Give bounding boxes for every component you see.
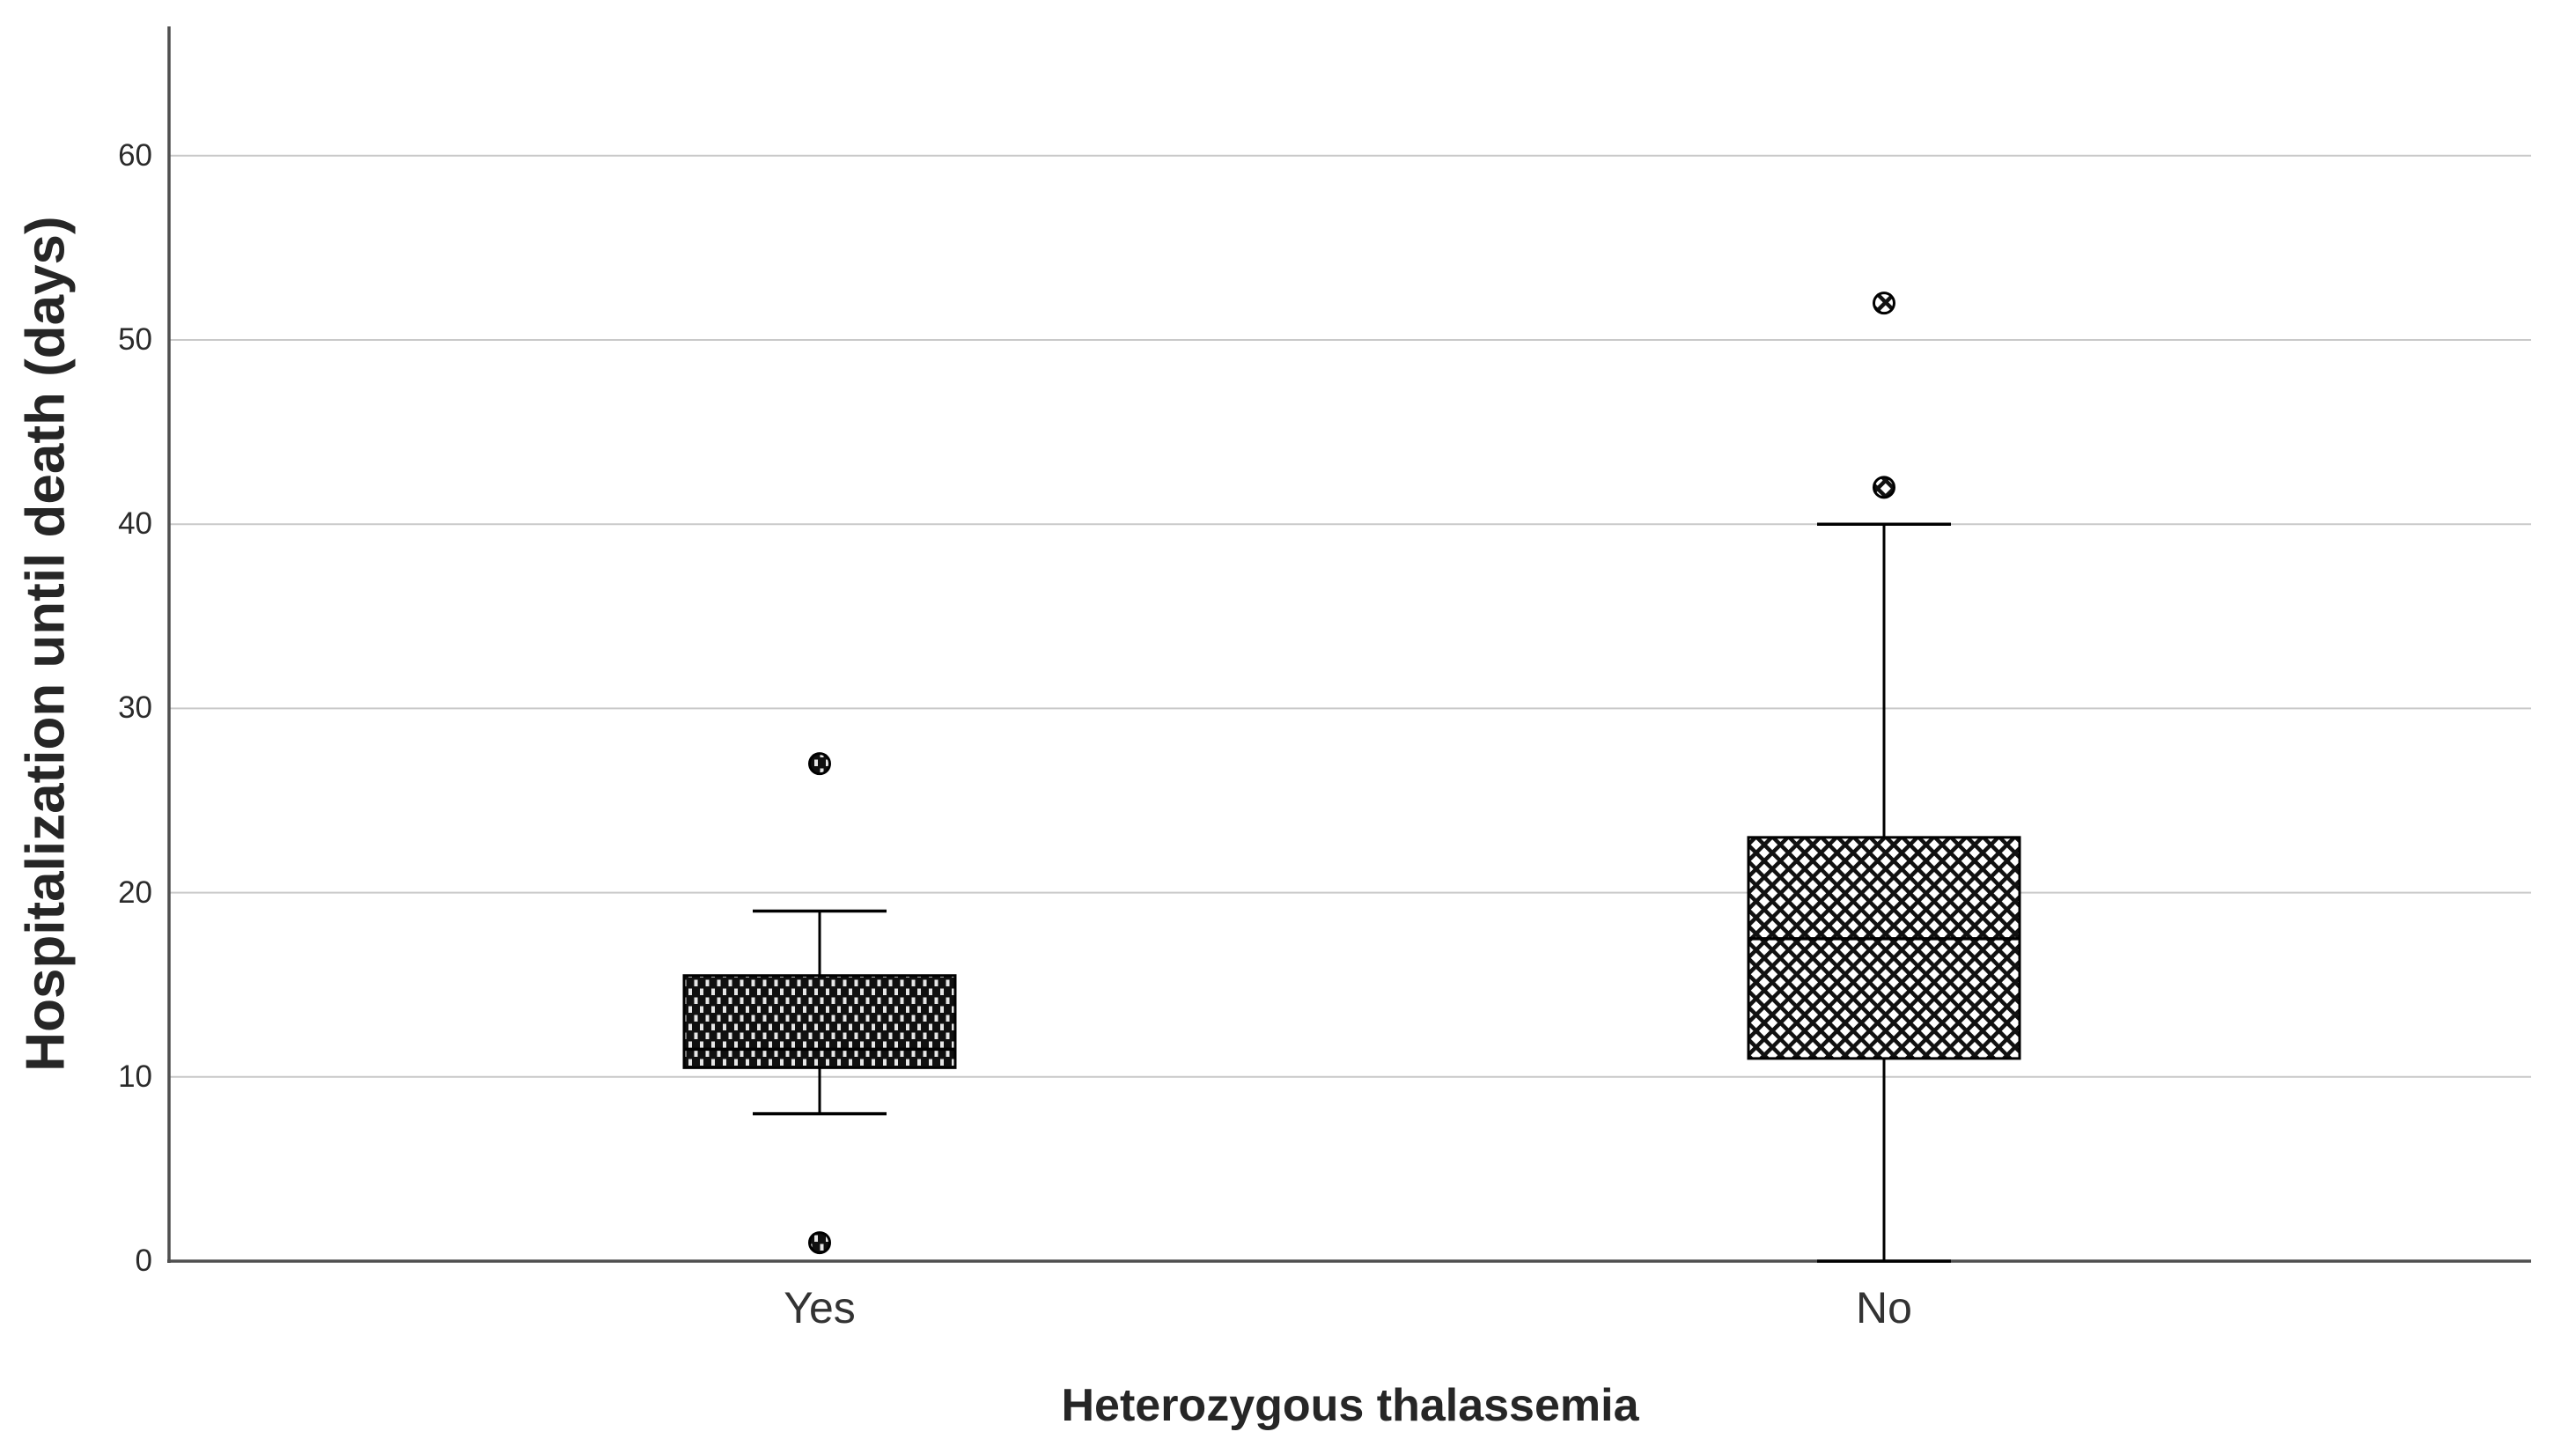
outlier-marker	[1873, 476, 1895, 499]
iqr-box	[682, 974, 957, 1069]
axes-layer	[167, 26, 2531, 1263]
box-group-yes	[682, 752, 957, 1255]
y-tick-label: 10	[118, 1059, 152, 1094]
category-label-yes: Yes	[784, 1283, 856, 1332]
y-tick-label: 30	[118, 690, 152, 726]
outlier-marker	[808, 752, 831, 776]
outlier-marker	[808, 1231, 831, 1255]
y-tick-label: 20	[118, 875, 152, 910]
x-axis-title: Heterozygous thalassemia	[1061, 1380, 1639, 1431]
category-label-no: No	[1856, 1283, 1912, 1332]
box-group-no	[1747, 292, 2021, 1263]
y-tick-label: 50	[118, 322, 152, 357]
y-tick-label: 60	[118, 137, 152, 173]
y-tick-label: 40	[118, 506, 152, 542]
series-layer	[682, 292, 2021, 1263]
y-tick-label: 0	[135, 1244, 152, 1278]
iqr-box	[1747, 836, 2021, 1060]
outlier-marker	[1873, 292, 1895, 315]
gridlines-layer	[169, 154, 2531, 1078]
